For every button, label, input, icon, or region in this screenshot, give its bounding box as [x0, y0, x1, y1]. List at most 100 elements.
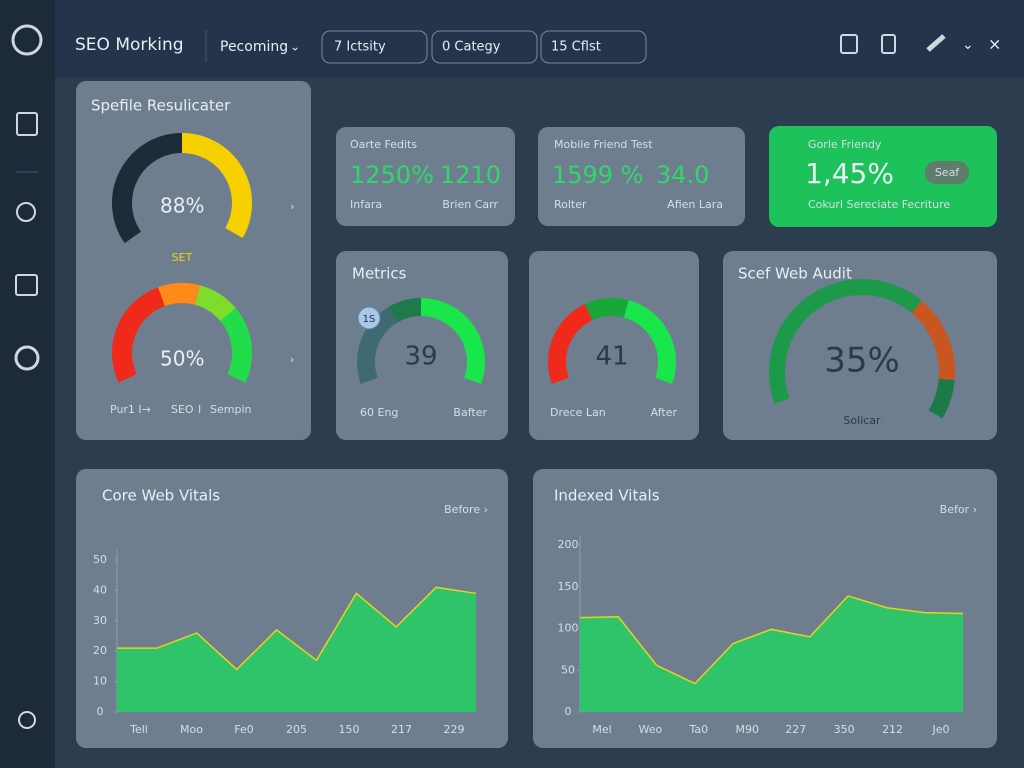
x-tick-label: 212 [882, 723, 903, 736]
expand-arrow[interactable]: › [290, 353, 294, 366]
x-tick-label: 205 [286, 723, 307, 736]
audit-value: 35% [824, 341, 900, 381]
filter-box[interactable] [321, 30, 428, 64]
gauge-arc [928, 378, 955, 419]
y-tick-label: 150 [558, 580, 579, 593]
card-title: Mobile Friend Test [554, 138, 653, 151]
gauge-arc [220, 308, 252, 383]
x-tick-label: Fe0 [234, 723, 254, 736]
gauge-label: Bafter [453, 406, 487, 419]
y-tick-label: 50 [93, 553, 107, 566]
gauge-label: Drece Lan [550, 406, 606, 419]
gauge-value: 39 [404, 342, 437, 372]
file-icon[interactable] [881, 34, 896, 54]
gauge-value: 50% [160, 347, 204, 371]
nav-reports[interactable] [16, 112, 38, 136]
gauge-arc [584, 298, 629, 321]
filter[interactable]: 15 Cflst [551, 40, 601, 55]
y-tick-label: 20 [93, 644, 107, 657]
x-tick-label: M90 [736, 723, 760, 736]
footer-label: Sempin [210, 403, 252, 416]
line [117, 586, 477, 671]
gauge-arc [911, 300, 955, 381]
card [336, 127, 515, 226]
footer-label: SEO [171, 403, 194, 416]
nav-pages[interactable] [15, 274, 38, 296]
card-title: Oarte Fedits [350, 138, 417, 151]
gauge-arc [548, 303, 593, 384]
badge[interactable] [925, 161, 969, 184]
expand-arrow[interactable]: › [290, 200, 294, 213]
gauge-value: 41 [595, 342, 628, 372]
card [538, 127, 745, 226]
gauge-arc [623, 300, 676, 384]
dropdown[interactable]: Pecoming [220, 39, 288, 55]
area [580, 595, 963, 712]
nav-help[interactable] [18, 711, 36, 729]
logo [11, 24, 43, 56]
card-highlight [769, 126, 997, 227]
filter-box[interactable] [540, 30, 647, 64]
x-tick-label: 229 [444, 723, 465, 736]
footer-label: I [198, 403, 201, 416]
x-tick-label: 227 [785, 723, 806, 736]
audit-caption: Solicar [843, 414, 881, 427]
card-label: Infara [350, 198, 382, 211]
tool-icon[interactable] [926, 34, 946, 52]
card-value: 1,45% [805, 157, 894, 190]
menu-caret[interactable]: ⌄ [962, 37, 974, 53]
card-value: 34.0 [656, 161, 709, 189]
gauge-label: 60 Eng [360, 406, 398, 419]
card-title: Gorle Friendy [808, 138, 882, 151]
chart-button[interactable]: Befor › [940, 503, 977, 516]
x-tick-label: Tell [129, 723, 148, 736]
filter[interactable]: 0 Categy [442, 40, 501, 55]
gauge-arc [357, 306, 399, 384]
card-value: 1250% [350, 161, 434, 189]
card-label: Afien Lara [667, 198, 723, 211]
y-tick-label: 10 [93, 675, 107, 688]
save-icon[interactable] [840, 34, 858, 54]
dropdown-caret[interactable]: ⌄ [290, 40, 300, 54]
y-tick-label: 50 [561, 663, 575, 676]
gauge-arc [769, 279, 922, 404]
footer-label: Pur1 I→ [110, 403, 151, 416]
card-label: Rolter [554, 198, 587, 211]
close-button[interactable]: × [988, 35, 1001, 54]
panel [336, 251, 508, 440]
gauge-arc [158, 283, 201, 307]
x-tick-label: 150 [339, 723, 360, 736]
header-bar [0, 0, 1024, 78]
line [579, 595, 964, 685]
panel-title: Spefile Resulicater [91, 97, 231, 115]
nav-search[interactable] [16, 202, 36, 222]
chart-button[interactable]: Before › [444, 503, 488, 516]
filter[interactable]: 7 Ictsity [334, 40, 386, 55]
x-tick-label: Mel [592, 723, 611, 736]
metric-badge [357, 306, 381, 330]
gauge-arc [112, 287, 166, 383]
nav-settings[interactable] [14, 345, 40, 371]
metric-badge-label: 1S [363, 314, 376, 325]
y-tick-label: 30 [93, 614, 107, 627]
gauge-arc [420, 298, 485, 384]
x-tick-label: 217 [391, 723, 412, 736]
chart-title: Core Web Vitals [102, 487, 220, 505]
y-tick-label: 100 [558, 622, 579, 635]
gauge-value: 88% [160, 194, 204, 218]
panel-title: Scef Web Audit [738, 265, 852, 283]
y-tick-label: 0 [565, 705, 572, 718]
badge-label[interactable]: Seaf [935, 166, 960, 179]
gauge-label: After [651, 406, 678, 419]
y-tick-label: 40 [93, 583, 107, 596]
panel [529, 251, 699, 440]
sidebar [0, 0, 55, 768]
filter-box[interactable] [431, 30, 538, 64]
gauge-caption: SET [172, 251, 193, 264]
x-tick-label: 350 [834, 723, 855, 736]
gauge-arc [389, 298, 422, 323]
x-tick-label: Ta0 [689, 723, 709, 736]
card-label: Brien Carr [442, 198, 498, 211]
card-label: Cokurl Sereciate Fecriture [808, 198, 950, 211]
